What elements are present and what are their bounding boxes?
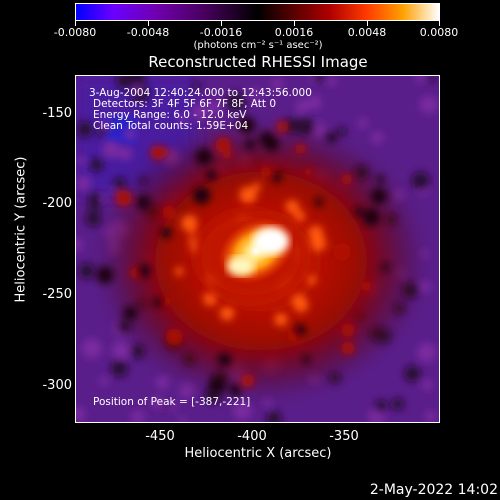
colorbar-tick — [294, 21, 295, 26]
rhessi-image: 3-Aug-2004 12:40:24.000 to 12:43:56.000 … — [75, 75, 440, 423]
colorbar-tick-label: 0.0048 — [347, 26, 387, 39]
colorbar-tick — [439, 21, 440, 26]
colorbar-tick — [75, 21, 76, 26]
rhessi-image-svg — [76, 76, 439, 422]
colorbar-tick-label: 0.0080 — [419, 26, 459, 39]
y-tick-label: -150 — [42, 106, 72, 121]
x-tick-label: -400 — [237, 429, 267, 444]
energy-range: Energy Range: 6.0 - 12.0 keV — [93, 109, 247, 121]
colorbar-tick — [367, 21, 368, 26]
footer-date: 2-May-2022 14:02 — [369, 482, 498, 498]
colorbar-tick-label: -0.0048 — [126, 26, 170, 39]
plot-title: Reconstructed RHESSI Image — [148, 53, 368, 71]
x-tick-label: -450 — [145, 429, 175, 444]
colorbar-tick — [221, 21, 222, 26]
peak-position: Position of Peak = [-387,-221] — [93, 396, 251, 408]
y-tick-label: -300 — [42, 378, 72, 393]
colorbar-tick-label: -0.0016 — [199, 26, 243, 39]
x-tick-label: -350 — [329, 429, 359, 444]
time-range: 3-Aug-2004 12:40:24.000 to 12:43:56.000 — [89, 87, 312, 99]
colorbar-tick-label: 0.0016 — [274, 26, 314, 39]
x-axis-label: Heliocentric X (arcsec) — [184, 446, 332, 461]
y-tick-label: -250 — [42, 287, 72, 302]
y-tick-label: -200 — [42, 196, 72, 211]
y-axis-label: Heliocentric Y (arcsec) — [13, 156, 29, 303]
colorbar-units: (photons cm⁻² s⁻¹ asec⁻²) — [193, 40, 323, 51]
method-counts: Clean Total counts: 1.59E+04 — [93, 120, 249, 132]
colorbar — [75, 3, 440, 21]
detectors-info: Detectors: 3F 4F 5F 6F 7F 8F, Att 0 — [93, 98, 277, 110]
colorbar-tick — [148, 21, 149, 26]
colorbar-tick-label: -0.0080 — [53, 26, 97, 39]
